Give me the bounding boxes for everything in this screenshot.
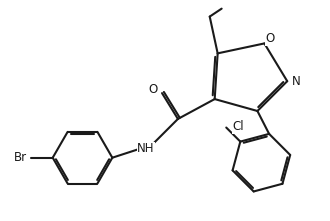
Text: O: O [148,83,158,96]
Text: Br: Br [14,151,27,164]
Text: O: O [266,32,275,45]
Text: NH: NH [137,142,155,155]
Text: Cl: Cl [232,120,244,133]
Text: N: N [292,75,301,88]
